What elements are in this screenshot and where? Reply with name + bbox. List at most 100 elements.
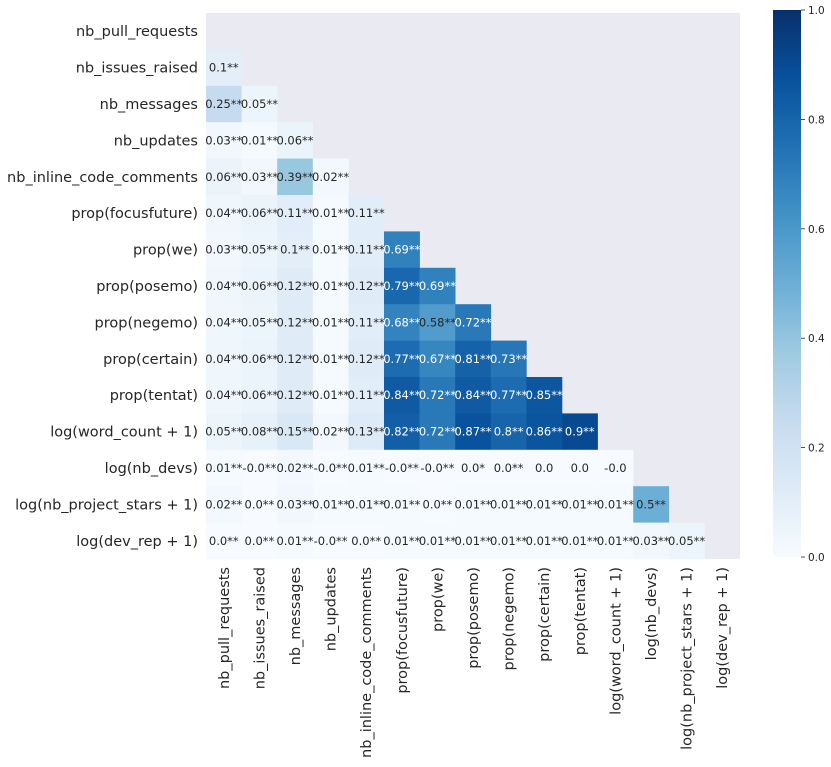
y-tick-label: prop(posemo) bbox=[96, 279, 198, 295]
cell-label-r3-c0: 0.03** bbox=[205, 133, 242, 147]
heatmap-cell-r14-c9 bbox=[526, 522, 563, 560]
cell-label-r14-c4: 0.0** bbox=[351, 534, 381, 548]
cell-label-r8-c4: 0.11** bbox=[348, 315, 385, 329]
cell-label-r9-c1: 0.06** bbox=[241, 352, 278, 366]
cell-label-r10-c5: 0.84** bbox=[383, 388, 420, 402]
cell-label-r11-c4: 0.13** bbox=[348, 425, 385, 439]
cell-label-r13-c3: 0.01** bbox=[312, 497, 349, 511]
heatmap-cell-r5-c3 bbox=[312, 195, 349, 232]
heatmap-cell-r14-c8 bbox=[490, 522, 527, 560]
heatmap-cell-r11-c9 bbox=[526, 413, 563, 451]
cell-label-r5-c0: 0.04** bbox=[205, 206, 242, 220]
cell-label-r9-c7: 0.81** bbox=[454, 352, 491, 366]
heatmap-cell-r10-c7 bbox=[455, 377, 492, 414]
cell-label-r12-c10: 0.0 bbox=[571, 461, 589, 475]
cell-label-r14-c7: 0.01** bbox=[454, 534, 491, 548]
heatmap-cell-r11-c3 bbox=[312, 413, 349, 451]
cell-label-r11-c3: 0.02** bbox=[312, 425, 349, 439]
cell-label-r13-c6: 0.0** bbox=[423, 497, 453, 511]
cell-label-r7-c4: 0.12** bbox=[348, 279, 385, 293]
y-tick-label: nb_messages bbox=[100, 97, 198, 113]
heatmap-cell-r8-c2 bbox=[277, 304, 314, 341]
cell-label-r7-c3: 0.01** bbox=[312, 279, 349, 293]
cell-label-r13-c1: 0.0** bbox=[245, 497, 275, 511]
cell-label-r4-c3: 0.02** bbox=[312, 170, 349, 184]
y-tick-label: prop(negemo) bbox=[95, 315, 198, 331]
cell-label-r11-c9: 0.86** bbox=[526, 425, 563, 439]
heatmap-cell-r2-c1 bbox=[241, 85, 278, 123]
cell-label-r2-c0: 0.25** bbox=[205, 97, 242, 111]
heatmap-cell-r6-c5 bbox=[384, 231, 420, 269]
heatmap-cell-r8-c1 bbox=[241, 304, 278, 341]
heatmap-cell-r13-c6 bbox=[419, 486, 456, 523]
heatmap-cell-r5-c2 bbox=[277, 195, 314, 232]
heatmap-cell-r2-c0 bbox=[206, 85, 242, 123]
heatmap-cell-r10-c9 bbox=[526, 377, 563, 414]
cell-label-r12-c4: 0.01** bbox=[348, 461, 385, 475]
y-tick-label: nb_updates bbox=[114, 133, 198, 149]
x-tick-label: prop(tentat) bbox=[573, 567, 589, 655]
heatmap-cell-r7-c1 bbox=[241, 267, 278, 305]
heatmap-cell-r9-c3 bbox=[312, 340, 349, 378]
cell-label-r9-c8: 0.73** bbox=[490, 352, 527, 366]
cell-label-r13-c10: 0.01** bbox=[561, 497, 598, 511]
heatmap-cell-r1-c0 bbox=[206, 49, 242, 87]
heatmap-cell-r7-c6 bbox=[419, 267, 456, 305]
heatmap-cell-r12-c5 bbox=[384, 449, 420, 487]
cell-label-r7-c1: 0.06** bbox=[241, 279, 278, 293]
y-tick-label: prop(we) bbox=[133, 243, 198, 259]
colorbar-tick-label: 0.2 bbox=[808, 443, 825, 455]
cell-label-r10-c3: 0.01** bbox=[312, 388, 349, 402]
heatmap-cell-r7-c5 bbox=[384, 267, 420, 305]
y-tick-label: log(nb_devs) bbox=[105, 461, 198, 477]
cell-label-r7-c2: 0.12** bbox=[276, 279, 313, 293]
heatmap-cell-r5-c1 bbox=[241, 195, 278, 232]
cell-label-r12-c9: 0.0 bbox=[535, 461, 553, 475]
cell-label-r10-c2: 0.12** bbox=[276, 388, 313, 402]
heatmap-cell-r8-c0 bbox=[206, 304, 242, 341]
heatmap-cell-r3-c1 bbox=[241, 122, 278, 159]
heatmap-cell-r13-c0 bbox=[206, 486, 242, 523]
cell-label-r9-c5: 0.77** bbox=[383, 352, 420, 366]
cell-label-r13-c2: 0.03** bbox=[276, 497, 313, 511]
heatmap-cell-r10-c0 bbox=[206, 377, 242, 414]
cell-label-r14-c10: 0.01** bbox=[561, 534, 598, 548]
cell-label-r5-c2: 0.11** bbox=[276, 206, 313, 220]
x-tick-label: nb_issues_raised bbox=[252, 567, 268, 689]
colorbar-ticks: 0.0 0.2 0.4 0.6 0.8 1.0 bbox=[801, 5, 825, 564]
x-tick-label: log(nb_project_stars + 1) bbox=[680, 567, 696, 750]
heatmap-cell-r11-c5 bbox=[384, 413, 420, 451]
cell-label-r9-c0: 0.04** bbox=[205, 352, 242, 366]
cell-label-r6-c2: 0.1** bbox=[280, 243, 310, 257]
heatmap-cell-r14-c3 bbox=[312, 522, 349, 560]
cell-label-r10-c7: 0.84** bbox=[454, 388, 491, 402]
cell-label-r6-c1: 0.05** bbox=[241, 243, 278, 257]
x-tick-label: prop(we) bbox=[430, 567, 446, 632]
heatmap-cell-r10-c6 bbox=[419, 377, 456, 414]
heatmap-cell-r7-c4 bbox=[348, 267, 385, 305]
cell-label-r12-c5: -0.0** bbox=[385, 461, 419, 475]
cell-label-r12-c0: 0.01** bbox=[205, 461, 242, 475]
heatmap-cell-r11-c6 bbox=[419, 413, 456, 451]
cell-label-r10-c1: 0.06** bbox=[241, 388, 278, 402]
heatmap-cell-r4-c1 bbox=[241, 158, 278, 196]
cell-label-r12-c11: -0.0 bbox=[604, 461, 626, 475]
heatmap-cell-r11-c2 bbox=[277, 413, 314, 451]
heatmap-cell-r9-c4 bbox=[348, 340, 385, 378]
cell-label-r14-c6: 0.01** bbox=[419, 534, 456, 548]
cell-label-r11-c6: 0.72** bbox=[419, 425, 456, 439]
heatmap-cell-r3-c2 bbox=[277, 122, 314, 159]
heatmap-cell-r12-c3 bbox=[312, 449, 349, 487]
cell-label-r5-c4: 0.11** bbox=[348, 206, 385, 220]
heatmap-cell-r13-c12 bbox=[633, 486, 670, 523]
cell-label-r14-c0: 0.0** bbox=[209, 534, 239, 548]
cell-label-r13-c7: 0.01** bbox=[454, 497, 491, 511]
heatmap-cell-r8-c6 bbox=[419, 304, 456, 341]
y-tick-label: log(nb_project_stars + 1) bbox=[15, 497, 198, 513]
heatmap-cell-r13-c2 bbox=[277, 486, 314, 523]
cell-label-r4-c2: 0.39** bbox=[276, 170, 313, 184]
heatmap-cell-r12-c11 bbox=[597, 449, 634, 487]
cell-label-r5-c1: 0.06** bbox=[241, 206, 278, 220]
cell-label-r11-c1: 0.08** bbox=[241, 425, 278, 439]
